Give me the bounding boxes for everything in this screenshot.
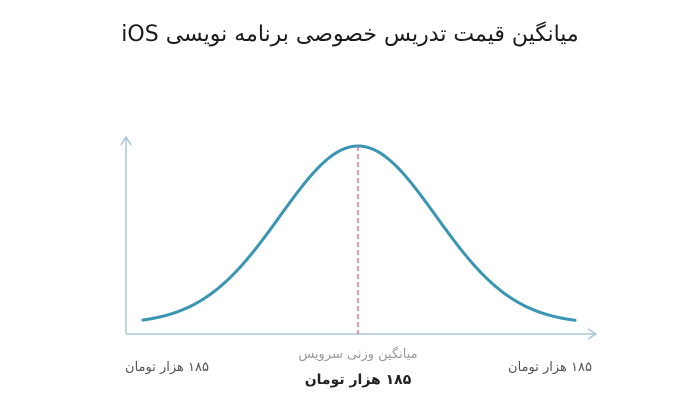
left-value-label: ۱۸۵ هزار تومان (125, 360, 209, 375)
mean-label: میانگین وزنی سرویس (298, 346, 417, 362)
y-axis-arrow-icon (120, 135, 132, 146)
chart-title: میانگین قیمت تدریس خصوصی برنامه نویسی iO… (121, 22, 579, 47)
mean-value-label: ۱۸۵ هزار تومان (305, 372, 412, 388)
right-value-label: ۱۸۵ هزار تومان (508, 360, 592, 375)
bell-curve (141, 144, 577, 322)
x-axis-arrow-icon (587, 328, 598, 340)
